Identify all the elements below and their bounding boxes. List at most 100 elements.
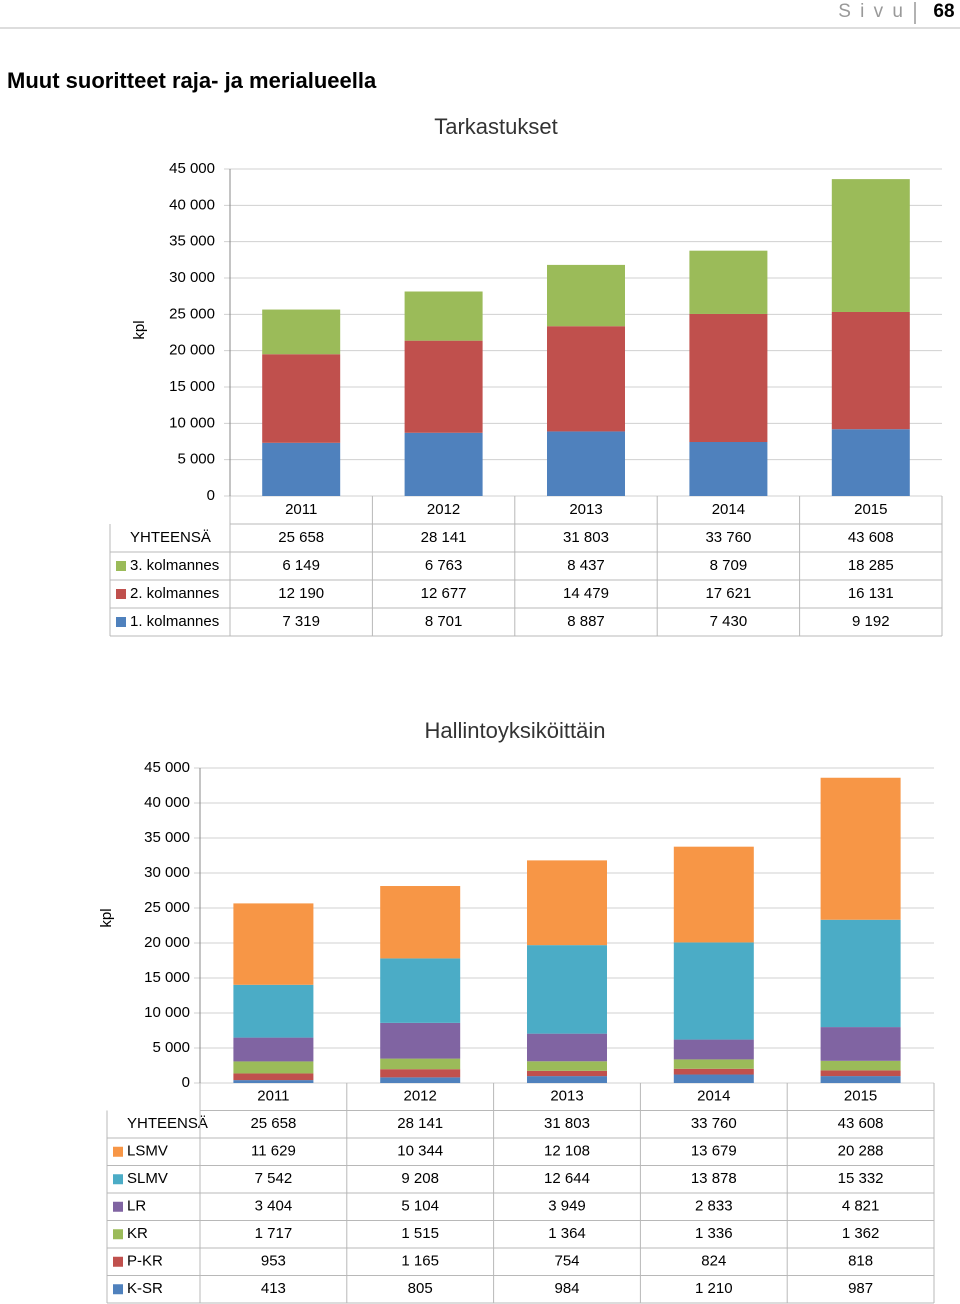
table-value: 1 336: [695, 1225, 733, 1242]
table-total: 43 608: [848, 529, 894, 546]
bar-segment: [380, 886, 461, 959]
table-value: 953: [261, 1253, 286, 1270]
table-value: 7 319: [282, 613, 320, 630]
bar-segment: [262, 354, 341, 443]
x-tick-label: 2012: [404, 1088, 437, 1105]
y-tick-label: 40 000: [169, 196, 215, 213]
chart-title: Tarkastukset: [434, 114, 558, 139]
table-value: 12 108: [544, 1143, 590, 1160]
y-tick-label: 35 000: [144, 829, 190, 846]
bar-segment: [673, 1039, 754, 1060]
x-tick-label: 2015: [854, 501, 887, 518]
bar-segment: [673, 846, 754, 943]
table-value: 1 165: [401, 1253, 439, 1270]
page-label: S i v u: [838, 1, 905, 22]
bar-segment: [404, 340, 483, 433]
table-value: 805: [408, 1280, 433, 1297]
page-number: 68: [933, 1, 954, 22]
legend-swatch: [113, 1256, 123, 1267]
bar-segment: [673, 1074, 754, 1083]
table-value: 3 949: [548, 1198, 586, 1215]
y-tick-label: 5 000: [152, 1039, 190, 1056]
bar-segment: [527, 945, 607, 1034]
bar-segment: [233, 984, 314, 1038]
x-tick-label: 2013: [550, 1088, 583, 1105]
legend-swatch: [116, 561, 126, 571]
legend-swatch: [113, 1146, 123, 1157]
bar-segment: [820, 1027, 901, 1061]
table-value: 824: [701, 1253, 726, 1270]
table-value: 413: [261, 1280, 286, 1297]
table-value: 7 542: [255, 1170, 293, 1187]
legend-swatch: [113, 1229, 123, 1240]
x-tick-label: 2014: [697, 1088, 730, 1105]
table-value: 3 404: [255, 1198, 293, 1215]
y-tick-label: 15 000: [169, 378, 215, 395]
legend-label: K-SR: [127, 1280, 163, 1297]
bar-segment: [404, 291, 483, 341]
bar-segment: [547, 326, 625, 432]
x-tick-label: 2014: [712, 501, 745, 518]
bar-segment: [527, 1061, 607, 1071]
table-value: 15 332: [838, 1170, 884, 1187]
table-value: 20 288: [838, 1143, 884, 1160]
table-value: 12 677: [421, 585, 467, 602]
y-tick-label: 45 000: [144, 759, 190, 776]
bar-segment: [673, 1059, 754, 1069]
legend-label: 1. kolmannes: [130, 613, 219, 630]
y-tick-label: 20 000: [169, 342, 215, 359]
table-value: 987: [848, 1280, 873, 1297]
table-total: 43 608: [838, 1115, 884, 1132]
y-tick-label: 20 000: [144, 934, 190, 951]
table-value: 11 629: [251, 1143, 296, 1160]
table-value: 8 709: [710, 557, 748, 574]
table-value: 16 131: [848, 585, 894, 602]
bar-segment: [404, 432, 483, 496]
y-tick-label: 10 000: [169, 414, 215, 431]
bar-segment: [380, 1022, 461, 1059]
table-value: 6 149: [282, 557, 320, 574]
legend-label: P-KR: [127, 1253, 163, 1270]
bar-segment: [527, 1076, 607, 1083]
bar-segment: [673, 1068, 754, 1075]
legend-label: SLMV: [127, 1170, 168, 1187]
y-tick-label: 30 000: [169, 269, 215, 286]
bar-segment: [233, 1061, 314, 1074]
y-tick-label: 0: [207, 487, 215, 504]
table-total: 33 760: [705, 529, 751, 546]
table-value: 9 208: [401, 1170, 439, 1187]
x-tick-label: 2012: [427, 501, 460, 518]
table-value: 8 887: [567, 613, 605, 630]
bar-segment: [547, 431, 625, 496]
table-total: 25 658: [278, 529, 324, 546]
bar-segment: [233, 1080, 314, 1083]
legend-label: 3. kolmannes: [130, 557, 219, 574]
bar-segment: [380, 1077, 461, 1083]
table-total: 25 658: [250, 1115, 296, 1132]
table-value: 12 644: [544, 1170, 590, 1187]
table-value: 1 515: [401, 1225, 439, 1242]
x-tick-label: 2013: [569, 501, 602, 518]
y-axis-title: kpl: [131, 320, 148, 339]
legend-label: LSMV: [127, 1143, 168, 1160]
table-total: 28 141: [421, 529, 467, 546]
table-value: 754: [554, 1253, 579, 1270]
table-value: 1 362: [842, 1225, 880, 1242]
bar-segment: [233, 1037, 314, 1062]
table-value: 1 210: [695, 1280, 733, 1297]
table-value: 13 878: [691, 1170, 737, 1187]
table-value: 818: [848, 1253, 873, 1270]
x-tick-label: 2011: [285, 501, 317, 518]
bar-segment: [233, 903, 314, 985]
y-tick-label: 15 000: [144, 969, 190, 986]
y-tick-label: 30 000: [144, 864, 190, 881]
y-tick-label: 0: [182, 1074, 190, 1091]
table-value: 7 430: [710, 613, 748, 630]
bar-segment: [233, 1073, 314, 1081]
y-tick-label: 45 000: [169, 160, 215, 177]
bar-segment: [820, 1070, 901, 1077]
table-total: 33 760: [691, 1115, 737, 1132]
section-heading: Muut suoritteet raja- ja merialueella: [7, 68, 377, 93]
table-value: 9 192: [852, 613, 890, 630]
